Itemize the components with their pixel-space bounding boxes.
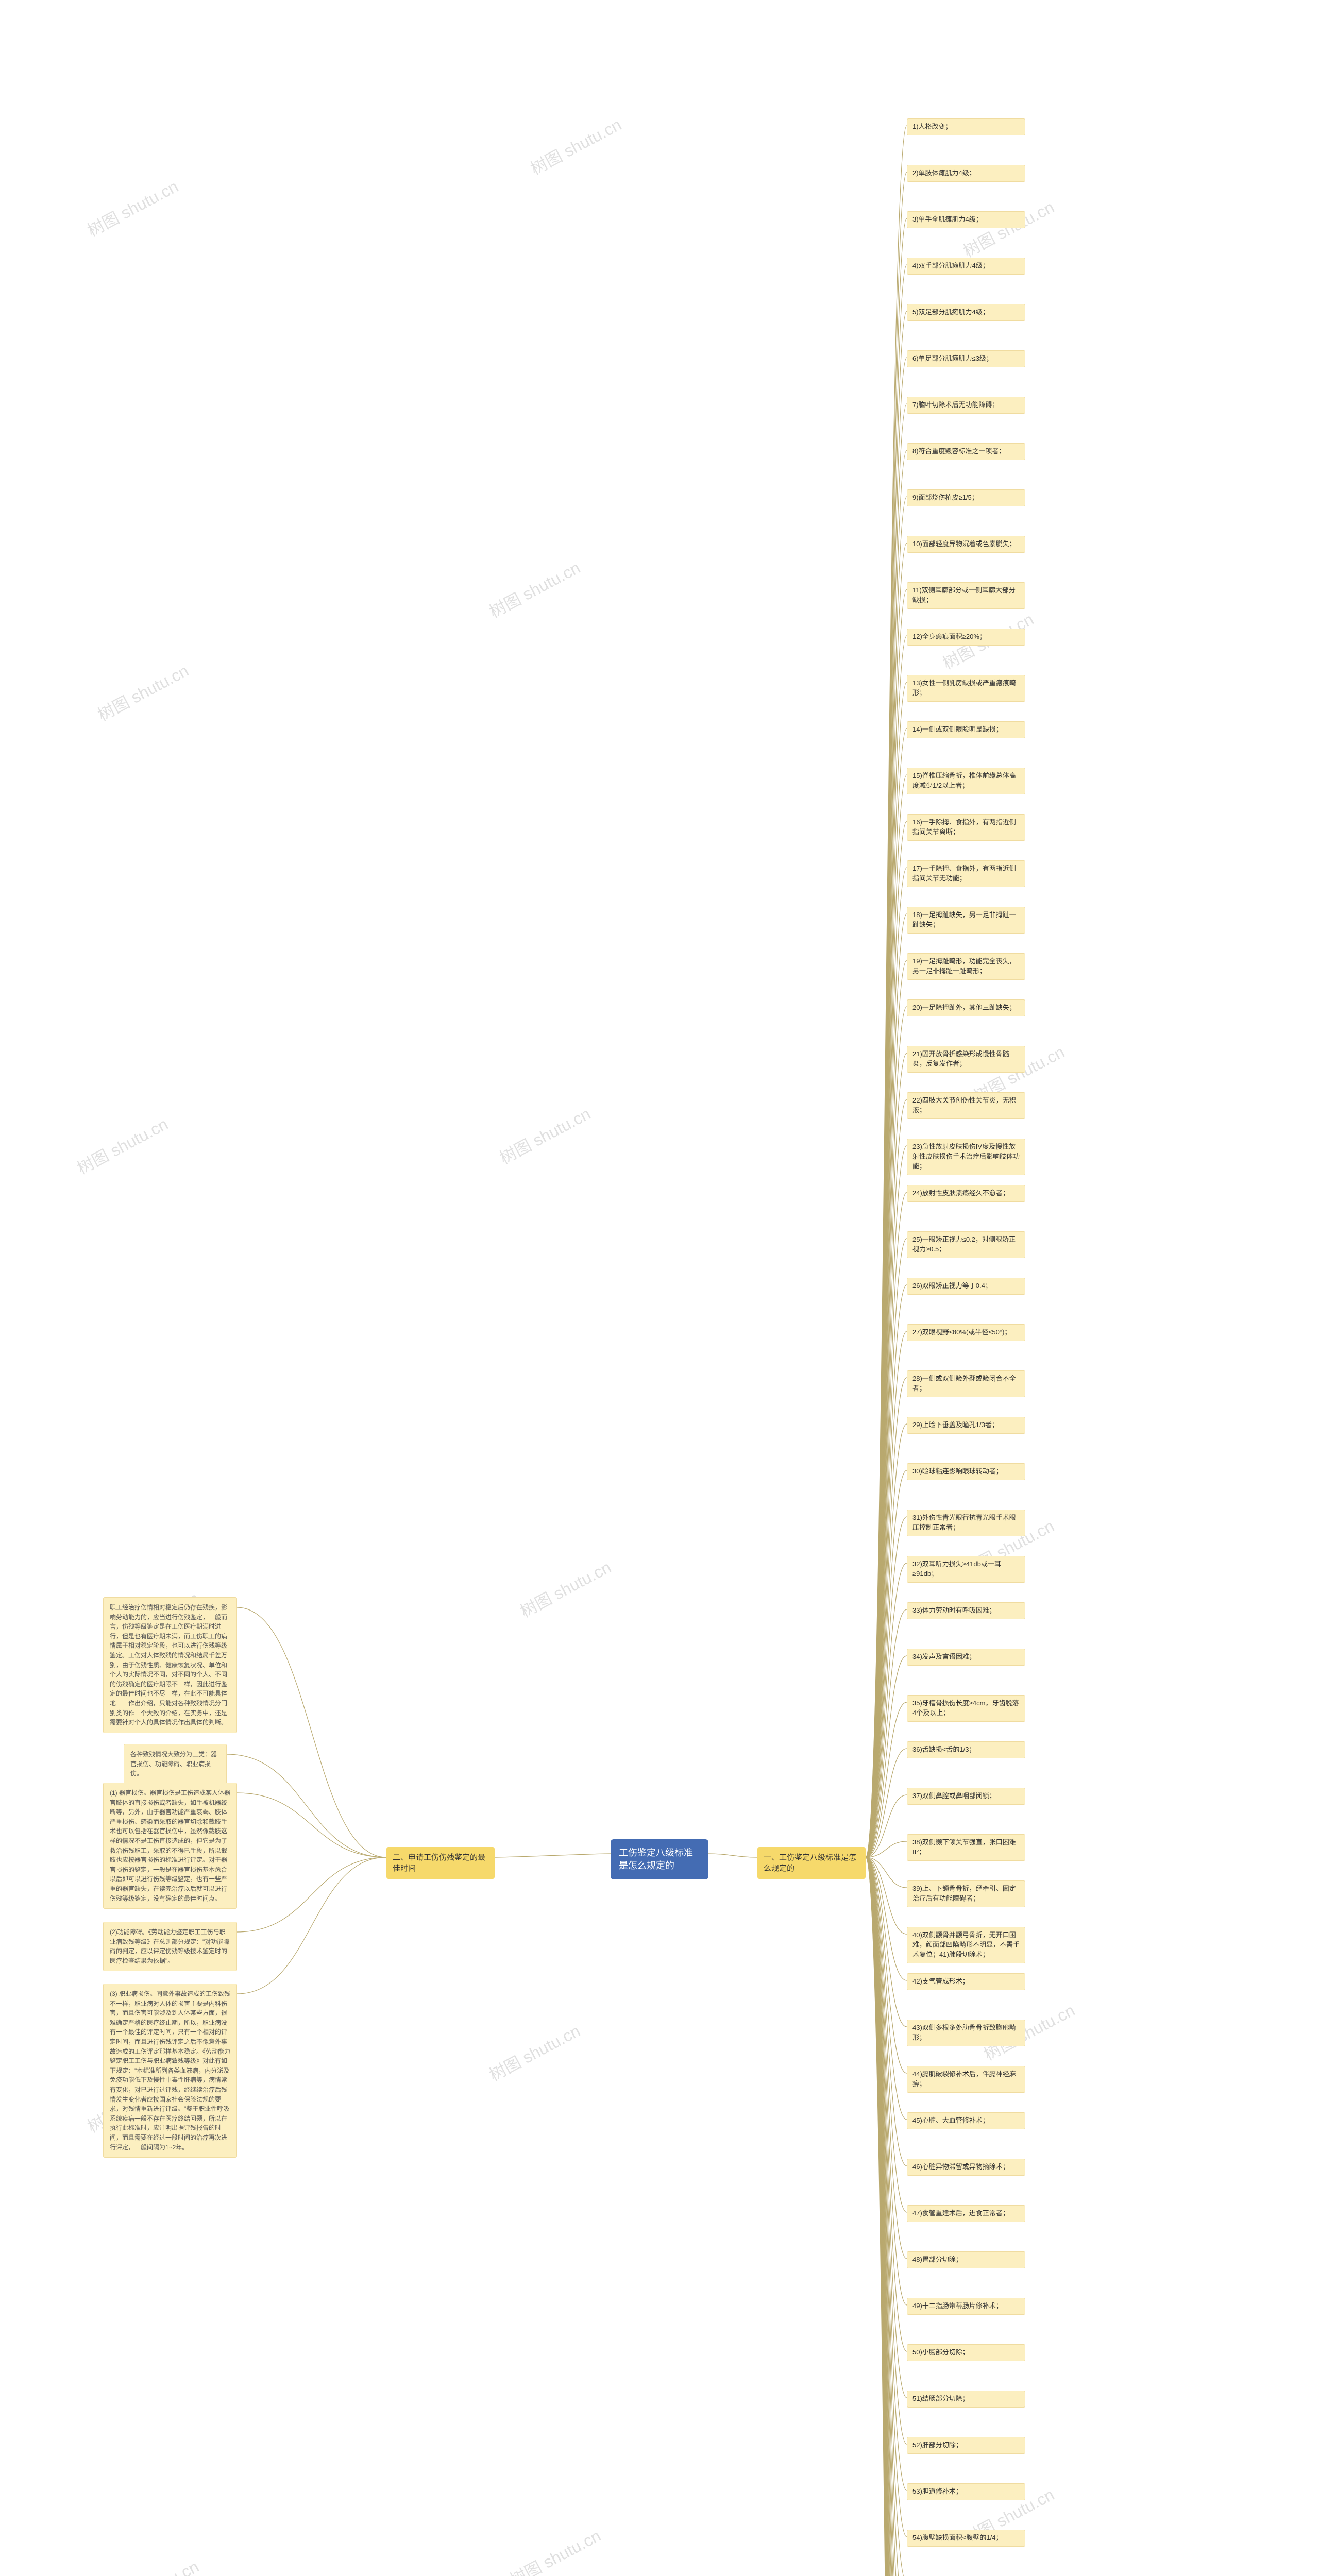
leaf-node: 48)胃部分切除； xyxy=(907,2251,1025,2268)
leaf-node: 34)发声及言语困难； xyxy=(907,1649,1025,1666)
leaf-node: 13)女性一侧乳房缺损或严重瘢痕畸形； xyxy=(907,675,1025,702)
watermark: 树图 shutu.cn xyxy=(104,2554,203,2576)
leaf-node: 40)双侧颧骨并颧弓骨折，无开口困难，颜面部凹陷畸形不明显，不需手术复位；41)… xyxy=(907,1927,1025,1963)
leaf-node: 52)肝部分切除； xyxy=(907,2437,1025,2454)
leaf-node: 31)外伤性青光眼行抗青光眼手术眼压控制正常者； xyxy=(907,1510,1025,1536)
leaf-node: 14)一侧或双侧眼睑明显缺损； xyxy=(907,721,1025,738)
leaf-node: 43)双侧多根多处肋骨骨折致胸廓畸形； xyxy=(907,2020,1025,2046)
leaf-node: 16)一手除拇、食指外，有两指近侧指间关节离断； xyxy=(907,814,1025,841)
watermark: 树图 shutu.cn xyxy=(485,2018,584,2086)
left-paragraph: 职工经治疗伤情相对稳定后仍存在残疾，影响劳动能力的，应当进行伤残鉴定，一般而言，… xyxy=(103,1597,237,1733)
watermark: 树图 shutu.cn xyxy=(83,174,182,242)
leaf-node: 20)一足除拇趾外，其他三趾缺失； xyxy=(907,999,1025,1016)
leaf-node: 53)胆道修补术； xyxy=(907,2483,1025,2500)
watermark: 树图 shutu.cn xyxy=(485,555,584,623)
watermark: 树图 shutu.cn xyxy=(505,2523,605,2576)
left-paragraph: (1) 器官损伤。器官损伤是工伤造成某人体器官肢体的直接损伤或者缺失，如手被机器… xyxy=(103,1783,237,1909)
leaf-node: 11)双侧耳廓部分或一侧耳廓大部分缺损； xyxy=(907,582,1025,609)
leaf-node: 27)双眼视野≤80%(或半径≤50°)； xyxy=(907,1324,1025,1341)
leaf-node: 30)睑球粘连影响眼球转动者； xyxy=(907,1463,1025,1480)
leaf-node: 19)一足拇趾畸形，功能完全丧失，另一足非拇趾一趾畸形； xyxy=(907,953,1025,980)
leaf-node: 45)心脏、大血管修补术； xyxy=(907,2112,1025,2129)
leaf-node: 24)放射性皮肤溃疡经久不愈者； xyxy=(907,1185,1025,1202)
leaf-node: 29)上睑下垂盖及瞳孔1/3者； xyxy=(907,1417,1025,1434)
leaf-node: 32)双耳听力损失≥41db或一耳≥91db； xyxy=(907,1556,1025,1583)
leaf-node: 9)面部烧伤植皮≥1/5； xyxy=(907,489,1025,506)
leaf-node: 37)双侧鼻腔或鼻咽部闭锁； xyxy=(907,1788,1025,1805)
leaf-node: 47)食管重建术后，进食正常者； xyxy=(907,2205,1025,2222)
leaf-node: 4)双手部分肌瘫肌力4级； xyxy=(907,258,1025,275)
leaf-node: 36)舌缺损<舌的1/3； xyxy=(907,1741,1025,1758)
leaf-node: 17)一手除拇、食指外，有两指近侧指间关节无功能； xyxy=(907,860,1025,887)
leaf-node: 35)牙槽骨损伤长度≥4cm，牙齿脱落4个及以上； xyxy=(907,1695,1025,1722)
leaf-node: 23)急性放射皮肤损伤IV度及慢性放射性皮肤损伤手术治疗后影响肢体功能； xyxy=(907,1139,1025,1175)
leaf-node: 33)体力劳动时有呼吸困难； xyxy=(907,1602,1025,1619)
leaf-node: 39)上、下颌骨骨折，经牵引、固定治疗后有功能障碍者； xyxy=(907,1880,1025,1907)
leaf-node: 50)小肠部分切除； xyxy=(907,2344,1025,2361)
left-paragraph: (3) 职业病损伤。同意外事故造成的工伤致残不一样，职业病对人体的损害主要是内科… xyxy=(103,1984,237,2158)
leaf-node: 12)全身瘢痕面积≥20%； xyxy=(907,629,1025,646)
leaf-node: 25)一眼矫正视力≤0.2，对侧眼矫正视力≥0.5； xyxy=(907,1231,1025,1258)
branch-left: 二、申请工伤伤残鉴定的最佳时间 xyxy=(386,1847,495,1879)
leaf-node: 6)单足部分肌瘫肌力≤3级； xyxy=(907,350,1025,367)
leaf-node: 38)双侧颞下颌关节强直，张口困难II°； xyxy=(907,1834,1025,1861)
leaf-node: 28)一侧或双侧睑外翻或睑闭合不全者； xyxy=(907,1370,1025,1397)
leaf-node: 7)脑叶切除术后无功能障碍； xyxy=(907,397,1025,414)
watermark: 树图 shutu.cn xyxy=(526,112,625,180)
leaf-node: 26)双眼矫正视力等于0.4； xyxy=(907,1278,1025,1295)
leaf-node: 54)腹壁缺损面积<腹壁的1/4； xyxy=(907,2530,1025,2547)
leaf-node: 18)一足拇趾缺失，另一足非拇趾一趾缺失； xyxy=(907,907,1025,934)
leaf-node: 49)十二指肠带蒂肠片修补术； xyxy=(907,2298,1025,2315)
watermark: 树图 shutu.cn xyxy=(495,1101,595,1169)
watermark: 树图 shutu.cn xyxy=(73,1111,172,1179)
left-paragraph: 各种致残情况大致分为三类：器官损伤、功能障碍、职业病损伤。 xyxy=(124,1744,227,1784)
leaf-node: 21)因开放骨折感染形成慢性骨髓炎，反复发作者； xyxy=(907,1046,1025,1073)
leaf-node: 10)面部轻度异物沉着或色素脱失； xyxy=(907,536,1025,553)
leaf-node: 51)结肠部分切除； xyxy=(907,2391,1025,2408)
connectors xyxy=(0,0,1319,2576)
leaf-node: 42)支气管成形术； xyxy=(907,1973,1025,1990)
leaf-node: 8)符合重度毁容标准之一项者； xyxy=(907,443,1025,460)
watermark: 树图 shutu.cn xyxy=(959,194,1058,262)
leaf-node: 46)心脏异物滞留或异物摘除术； xyxy=(907,2159,1025,2176)
leaf-node: 44)膈肌破裂修补术后，伴膈神经麻痹； xyxy=(907,2066,1025,2093)
leaf-node: 1)人格改变； xyxy=(907,118,1025,135)
leaf-node: 15)脊椎压缩骨折，椎体前缘总体高度减少1/2以上者； xyxy=(907,768,1025,794)
leaf-node: 3)单手全肌瘫肌力4级； xyxy=(907,211,1025,228)
leaf-node: 22)四肢大关节创伤性关节炎，无积液； xyxy=(907,1092,1025,1119)
leaf-node: 5)双足部分肌瘫肌力4级； xyxy=(907,304,1025,321)
leaf-node: 2)单肢体瘫肌力4级； xyxy=(907,165,1025,182)
center-node: 工伤鉴定八级标准是怎么规定的 xyxy=(611,1839,708,1879)
left-paragraph: (2)功能障碍。《劳动能力鉴定职工工伤与职业病致残等级》在总则部分规定："对功能… xyxy=(103,1922,237,1971)
watermark: 树图 shutu.cn xyxy=(516,1554,615,1622)
branch-right: 一、工伤鉴定八级标准是怎么规定的 xyxy=(757,1847,866,1879)
watermark: 树图 shutu.cn xyxy=(93,658,193,726)
